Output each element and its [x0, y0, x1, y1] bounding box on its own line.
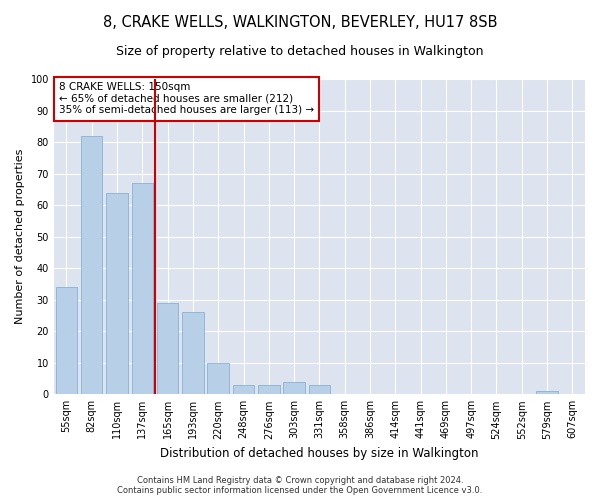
Bar	[536, 391, 558, 394]
Bar	[233, 385, 254, 394]
Bar	[56, 287, 77, 395]
Text: 8 CRAKE WELLS: 150sqm
← 65% of detached houses are smaller (212)
35% of semi-det: 8 CRAKE WELLS: 150sqm ← 65% of detached …	[59, 82, 314, 116]
Bar	[131, 183, 153, 394]
Bar	[106, 192, 128, 394]
Bar	[308, 385, 330, 394]
Bar	[157, 303, 178, 394]
X-axis label: Distribution of detached houses by size in Walkington: Distribution of detached houses by size …	[160, 447, 479, 460]
Bar	[258, 385, 280, 394]
Y-axis label: Number of detached properties: Number of detached properties	[15, 149, 25, 324]
Bar	[208, 363, 229, 394]
Text: Size of property relative to detached houses in Walkington: Size of property relative to detached ho…	[116, 45, 484, 58]
Text: 8, CRAKE WELLS, WALKINGTON, BEVERLEY, HU17 8SB: 8, CRAKE WELLS, WALKINGTON, BEVERLEY, HU…	[103, 15, 497, 30]
Bar	[81, 136, 103, 394]
Bar	[182, 312, 203, 394]
Bar	[283, 382, 305, 394]
Text: Contains HM Land Registry data © Crown copyright and database right 2024.
Contai: Contains HM Land Registry data © Crown c…	[118, 476, 482, 495]
